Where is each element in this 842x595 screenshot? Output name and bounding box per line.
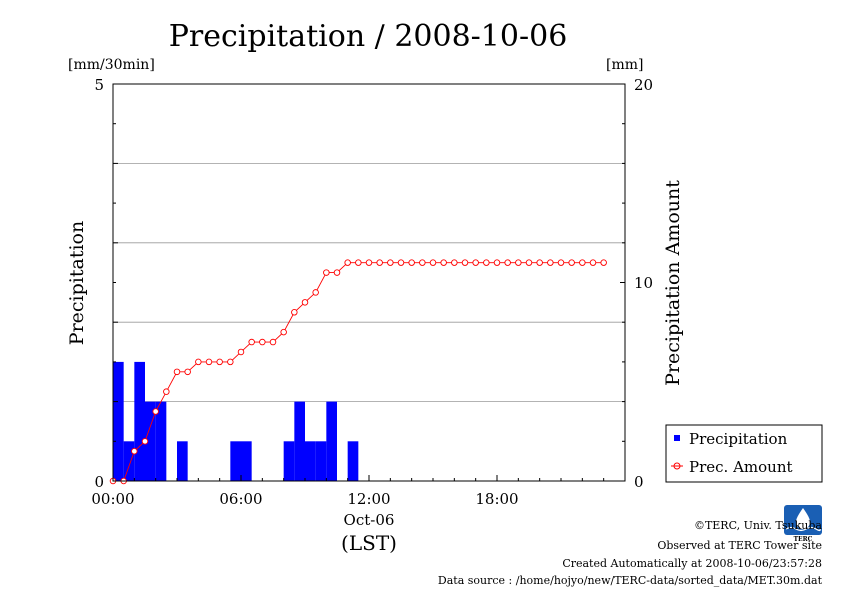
x-tick-label: 12:00 (347, 490, 390, 508)
x-axis-title: (LST) (341, 531, 397, 555)
amount-point (440, 259, 447, 266)
grid-lines (113, 162, 625, 403)
amount-point (355, 259, 362, 266)
amount-point (195, 358, 202, 366)
precipitation-bar (294, 401, 305, 481)
amount-point (131, 447, 138, 455)
precipitation-bars (113, 361, 359, 481)
legend-amount-label: Prec. Amount (689, 458, 793, 476)
amount-point (536, 259, 543, 266)
amount-point (387, 259, 394, 266)
amount-point (429, 259, 437, 266)
amount-point (600, 259, 607, 266)
amount-point (451, 259, 458, 266)
amount-point (589, 259, 597, 266)
y-right-tick-label: 20 (634, 76, 653, 94)
amount-point (152, 408, 159, 415)
amount-point (397, 259, 405, 266)
amount-point (237, 348, 245, 356)
amount-point (141, 438, 149, 445)
amount-point (323, 269, 330, 276)
amount-point (504, 259, 511, 266)
terc-logo: TERC (784, 505, 822, 543)
amount-point (525, 259, 533, 266)
legend-precipitation-swatch (674, 435, 680, 441)
amount-point (280, 328, 287, 336)
amount-point (227, 358, 234, 366)
y-left-tick-label: 0 (94, 473, 104, 491)
precipitation-bar (177, 441, 188, 481)
y-left-axis-title: Precipitation (66, 221, 88, 345)
amount-point (205, 358, 213, 366)
amount-point (568, 259, 575, 266)
amount-point (493, 259, 501, 266)
amount-point (333, 269, 341, 276)
axis-ticks (112, 83, 626, 482)
amount-point (515, 259, 522, 266)
amount-point (291, 309, 298, 316)
precipitation-bar (230, 441, 241, 481)
amount-point (472, 259, 479, 266)
precipitation-amount-series (109, 259, 607, 485)
precipitation-bar (123, 441, 135, 481)
footer-source: Data source : /home/hojyo/new/TERC-data/… (438, 574, 823, 587)
logo-text: TERC (794, 536, 813, 543)
chart-title: Precipitation / 2008-10-06 (169, 19, 568, 54)
amount-point (163, 388, 170, 395)
precipitation-bar (283, 441, 295, 481)
amount-point (216, 358, 223, 366)
precipitation-bar (134, 361, 145, 481)
x-date-label: Oct-06 (344, 511, 395, 529)
amount-point (461, 259, 469, 266)
amount-point (259, 338, 266, 346)
y-right-axis-title: Precipitation Amount (662, 180, 684, 386)
amount-point (483, 259, 490, 266)
footer-created: Created Automatically at 2008-10-06/23:5… (562, 557, 822, 570)
footer-copyright: ©TERC, Univ. Tsukuba (694, 519, 822, 532)
amount-point (184, 368, 191, 376)
amount-point (312, 289, 319, 296)
water-drop-icon (796, 508, 810, 529)
x-tick-label: 06:00 (219, 490, 262, 508)
legend-amount-marker (673, 462, 681, 470)
legend-precipitation-label: Precipitation (689, 430, 788, 448)
footer-site: Observed at TERC Tower site (657, 539, 822, 552)
amount-point (419, 259, 426, 266)
precipitation-bar (326, 401, 337, 481)
precipitation-bar (113, 361, 124, 481)
legend: Precipitation Prec. Amount (665, 424, 823, 483)
wave-icon (785, 526, 821, 532)
legend-box (665, 424, 823, 483)
amount-point (301, 299, 309, 306)
y-left-tick-label: 5 (94, 76, 104, 94)
amount-point (376, 259, 383, 266)
precipitation-bar (347, 441, 359, 481)
amount-point (344, 259, 351, 266)
left-unit-label: [mm/30min] (68, 57, 155, 73)
amount-point (248, 338, 255, 346)
amount-point (579, 259, 586, 266)
amount-point (269, 338, 277, 346)
y-right-tick-label: 10 (634, 274, 653, 292)
plot-area (113, 84, 625, 481)
amount-point (173, 368, 181, 376)
precipitation-bar (145, 401, 156, 481)
amount-point (408, 259, 415, 266)
y-right-tick-label: 0 (634, 473, 644, 491)
precipitation-bar (241, 441, 252, 481)
precipitation-bar (305, 441, 316, 481)
right-unit-label: [mm] (606, 57, 643, 73)
x-tick-label: 18:00 (475, 490, 518, 508)
amount-point (547, 259, 554, 266)
amount-point (365, 259, 373, 266)
amount-point (557, 259, 565, 266)
precipitation-bar (315, 441, 327, 481)
x-tick-label: 00:00 (91, 490, 134, 508)
precipitation-bar (155, 401, 167, 481)
